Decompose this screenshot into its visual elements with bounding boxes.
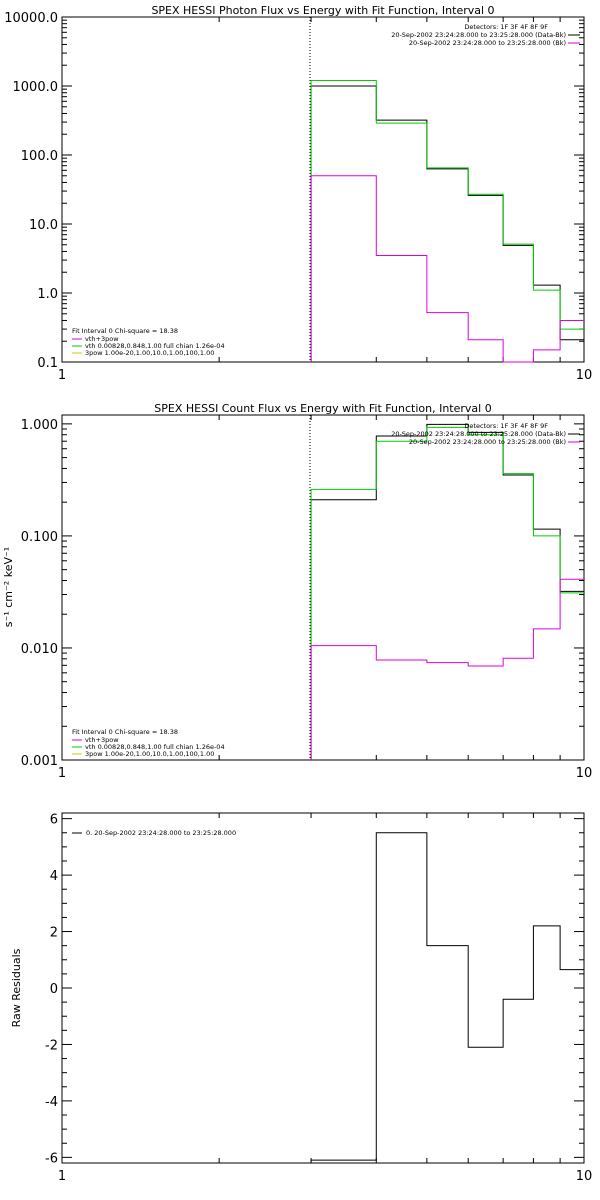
count-flux-fit-line: Fit Interval 0 Chi-square = 18.38: [72, 728, 178, 736]
residuals-legend: 0. 20-Sep-2002 23:24:28.000 to 23:25:28.…: [72, 829, 236, 837]
count-flux-legend: Detectors: 1F 3F 4F 8F 9F 20-Sep-2002 23…: [391, 422, 580, 446]
count-flux-fit-line: vth 0.00828,0.848,1.00 full chian 1.26e-…: [85, 743, 225, 751]
photon-flux-y-tick-label: 100.0: [21, 149, 58, 164]
residuals-y-ticks: -6 -4 -2 0 2 4 6: [45, 813, 584, 1166]
photon-flux-title: SPEX HESSI Photon Flux vs Energy with Fi…: [151, 4, 494, 17]
photon-flux-x-tick-label: 10: [576, 368, 593, 383]
count-flux-plot-frame: [61, 414, 585, 761]
photon-flux-x-ticks: 1 10: [58, 17, 592, 383]
residuals-x-tick-label: 1: [58, 1169, 66, 1184]
photon-flux-plot-frame: [61, 16, 585, 363]
residuals-y-tick-label: 2: [50, 926, 58, 941]
count-flux-y-axis-label: s⁻¹ cm⁻² keV⁻¹: [2, 547, 15, 627]
photon-flux-y-tick-label: 10000.0: [4, 11, 58, 26]
photon-flux-legend-line: 20-Sep-2002 23:24:28.000 to 23:25:28.000…: [409, 39, 566, 47]
count-flux-y-ticks: 0.001 0.010 0.100 1.000: [21, 418, 584, 769]
residuals-panel: Raw Residuals -6 -4 -2 0 2 4 6 1 10 0. 20-Sep-2…: [10, 812, 592, 1184]
photon-flux-fit-line: vth 0.00828,0.848,1.00 full chian 1.26e-…: [85, 342, 225, 350]
residuals-y-tick-label: 4: [50, 869, 58, 884]
photon-flux-series-line: [310, 175, 584, 363]
residuals-plot-frame: [61, 812, 585, 1164]
count-flux-fit-line: 3pow 1.00e-20,1.00,10.0,1.00,100,1.00: [85, 750, 214, 758]
photon-flux-y-tick-label: 0.1: [37, 356, 58, 371]
count-flux-fit-info: Fit Interval 0 Chi-square = 18.38 vth+3p…: [72, 728, 225, 758]
photon-flux-fit-line: Fit Interval 0 Chi-square = 18.38: [72, 327, 178, 335]
residuals-y-tick-label: -2: [45, 1038, 58, 1053]
count-flux-title: SPEX HESSI Count Flux vs Energy with Fit…: [154, 402, 491, 415]
count-flux-legend-line: Detectors: 1F 3F 4F 8F 9F: [464, 422, 548, 430]
residuals-legend-label: 0. 20-Sep-2002 23:24:28.000 to 23:25:28.…: [86, 829, 236, 837]
photon-flux-fit-line: 3pow 1.00e-20,1.00,10.0,1.00,100,1.00: [85, 349, 214, 357]
count-flux-y-tick-label: 0.010: [21, 642, 58, 657]
count-flux-x-ticks: 1 10: [58, 415, 592, 781]
residuals-y-tick-label: 6: [50, 813, 58, 828]
count-flux-fit-line: vth+3pow: [85, 736, 119, 744]
photon-flux-series-line: [310, 80, 584, 362]
photon-flux-series: [310, 80, 584, 363]
photon-flux-legend: Detectors: 1F 3F 4F 8F 9F 20-Sep-2002 23…: [391, 23, 580, 47]
photon-flux-legend-line: Detectors: 1F 3F 4F 8F 9F: [464, 23, 548, 31]
residuals-y-tick-label: -6: [45, 1151, 58, 1166]
residuals-y-tick-label: 0: [50, 982, 58, 997]
photon-flux-y-ticks: 0.1 1.0 10.0 100.0 1000.0 10000.0: [4, 11, 584, 371]
count-flux-y-tick-label: 0.001: [21, 754, 58, 769]
count-flux-panel: SPEX HESSI Count Flux vs Energy with Fit…: [2, 402, 592, 781]
residuals-series-line: [310, 832, 584, 1163]
count-flux-x-tick-label: 10: [576, 766, 593, 781]
count-flux-series-line: [310, 426, 584, 760]
count-flux-legend-line: 20-Sep-2002 23:24:28.000 to 23:25:28.000…: [409, 438, 566, 446]
residuals-x-tick-label: 10: [576, 1169, 593, 1184]
photon-flux-fit-line: vth+3pow: [85, 335, 119, 343]
residuals-y-axis-label: Raw Residuals: [10, 948, 23, 1027]
residuals-series: [310, 832, 584, 1163]
photon-flux-panel: SPEX HESSI Photon Flux vs Energy with Fi…: [4, 4, 592, 383]
photon-flux-series-line: [310, 85, 584, 362]
residuals-x-ticks: 1 10: [58, 813, 592, 1184]
count-flux-series-line: [310, 423, 584, 760]
photon-flux-y-tick-label: 1000.0: [13, 80, 59, 95]
photon-flux-fit-info: Fit Interval 0 Chi-square = 18.38 vth+3p…: [72, 327, 225, 357]
photon-flux-y-tick-label: 10.0: [29, 218, 58, 233]
residuals-y-tick-label: -4: [45, 1095, 58, 1110]
photon-flux-y-tick-label: 1.0: [37, 287, 58, 302]
count-flux-series-line: [310, 578, 584, 760]
count-flux-y-tick-label: 1.000: [21, 418, 58, 433]
count-flux-legend-line: 20-Sep-2002 23:24:28.000 to 23:25:28.000…: [391, 430, 566, 438]
photon-flux-x-tick-label: 1: [58, 368, 66, 383]
count-flux-series: [310, 423, 584, 760]
count-flux-y-tick-label: 0.100: [21, 530, 58, 545]
count-flux-x-tick-label: 1: [58, 766, 66, 781]
photon-flux-legend-line: 20-Sep-2002 23:24:28.000 to 23:25:28.000…: [391, 31, 566, 39]
